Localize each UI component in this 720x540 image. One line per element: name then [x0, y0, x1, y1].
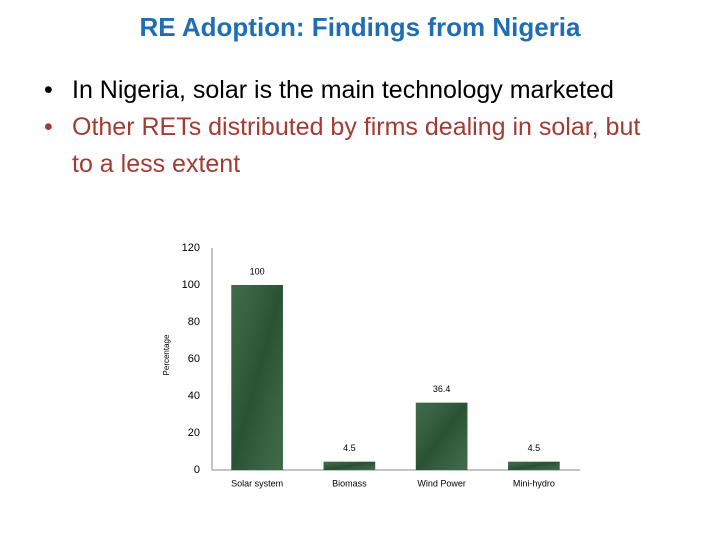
- y-tick-label: 120: [182, 242, 200, 254]
- x-tick-label: Solar system: [231, 478, 283, 488]
- x-tick-label: Biomass: [332, 478, 367, 488]
- x-tick-label: Mini-hydro: [513, 478, 555, 488]
- x-tick-label: Wind Power: [417, 478, 466, 488]
- y-tick-label: 40: [188, 390, 200, 402]
- bar-texture: [508, 461, 560, 470]
- bar-texture: [323, 461, 376, 470]
- value-label: 4.5: [343, 443, 356, 453]
- y-tick-label: 80: [188, 316, 200, 328]
- y-tick-label: 0: [194, 464, 200, 476]
- bullet: Other RETs distributed by firms dealing …: [44, 109, 662, 183]
- bar-texture: [231, 285, 283, 470]
- y-axis-label: Percentage: [162, 334, 171, 375]
- y-tick-label: 60: [188, 353, 200, 365]
- bullet: In Nigeria, solar is the main technology…: [44, 72, 662, 109]
- bar-texture: [415, 402, 468, 470]
- slide-title: RE Adoption: Findings from Nigeria: [139, 12, 581, 42]
- y-tick-label: 100: [182, 279, 200, 291]
- bullet-list: In Nigeria, solar is the main technology…: [44, 72, 664, 183]
- value-label: 36.4: [433, 384, 451, 394]
- y-tick-label: 20: [188, 427, 200, 439]
- value-label: 100: [250, 266, 265, 276]
- value-label: 4.5: [528, 443, 541, 453]
